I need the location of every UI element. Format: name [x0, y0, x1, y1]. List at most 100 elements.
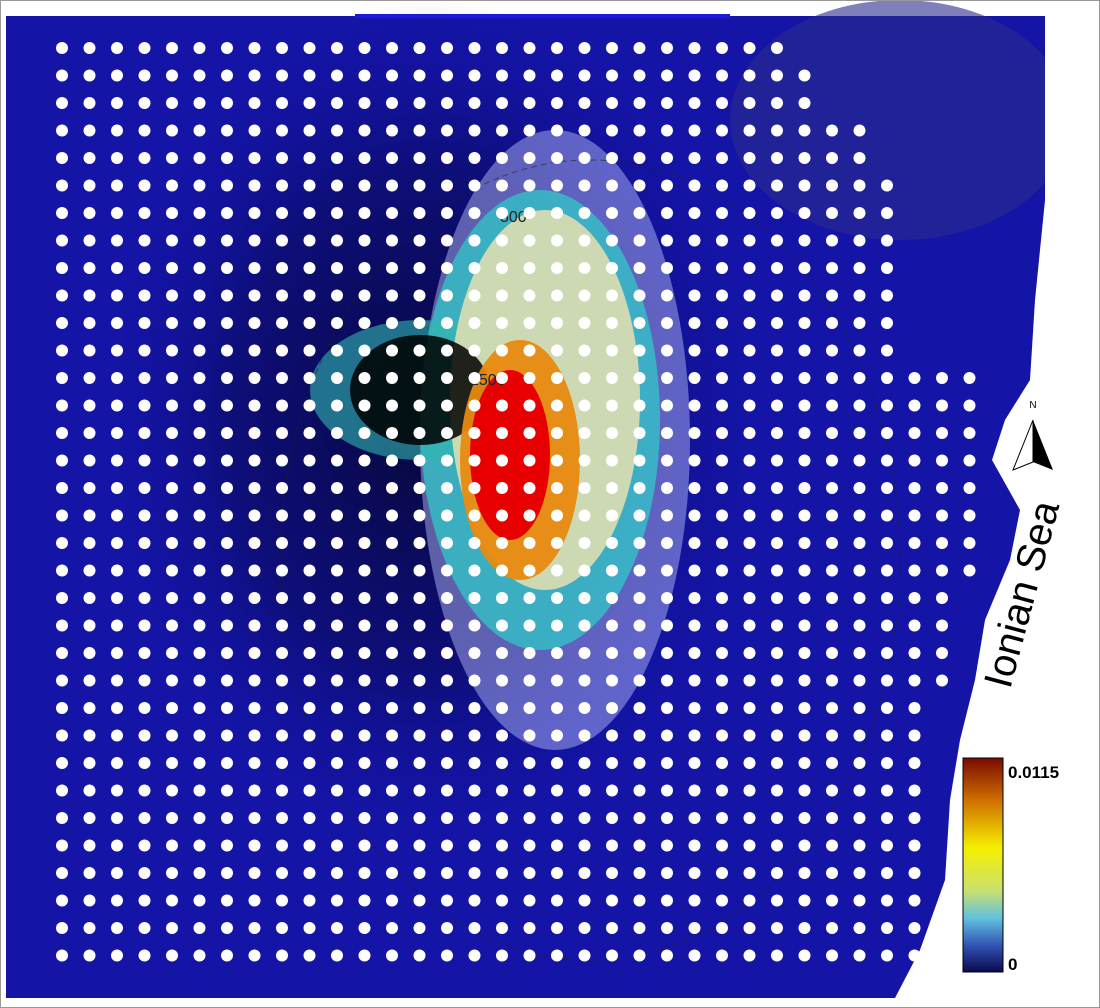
grid-dot [276, 839, 288, 852]
grid-dot [138, 509, 151, 522]
grid-dot [661, 152, 673, 164]
grid-dot [551, 839, 563, 852]
grid-dot [551, 592, 563, 604]
grid-dot [743, 509, 756, 522]
grid-dot [358, 509, 371, 522]
grid-dot [716, 317, 728, 329]
grid-dot [193, 97, 206, 109]
grid-dot [661, 867, 673, 879]
grid-dot [441, 317, 453, 329]
grid-dot [83, 702, 96, 714]
grid-dot [56, 42, 68, 54]
grid-dot [331, 922, 343, 934]
grid-dot [496, 289, 508, 302]
grid-dot [881, 482, 893, 494]
grid-dot [413, 619, 426, 632]
grid-dot [716, 289, 728, 302]
grid-dot [221, 674, 233, 687]
grid-dot [578, 124, 591, 137]
grid-dot [303, 647, 316, 659]
grid-dot [798, 647, 811, 659]
grid-dot [578, 317, 591, 329]
grid-dot [303, 399, 316, 412]
grid-dot [798, 949, 811, 962]
grid-dot [826, 619, 838, 632]
grid-dot [56, 344, 68, 357]
grid-dot [56, 839, 68, 852]
grid-dot [606, 784, 618, 797]
grid-dot [661, 289, 673, 302]
grid-dot [578, 949, 591, 962]
grid-dot [276, 344, 288, 357]
grid-dot [138, 949, 151, 962]
grid-dot [963, 399, 976, 412]
grid-dot [276, 399, 288, 412]
grid-dot [166, 757, 178, 769]
grid-dot [881, 839, 893, 852]
grid-dot [523, 152, 536, 164]
grid-dot [221, 839, 233, 852]
grid-dot [358, 372, 371, 384]
grid-dot [358, 234, 371, 247]
grid-dot [111, 592, 123, 604]
grid-dot [358, 537, 371, 549]
grid-dot [496, 509, 508, 522]
grid-dot [523, 344, 536, 357]
grid-dot [413, 729, 426, 742]
grid-dot [606, 564, 618, 577]
grid-dot [83, 372, 96, 384]
grid-dot [358, 619, 371, 632]
grid-dot [661, 482, 673, 494]
grid-dot [166, 647, 178, 659]
grid-dot [358, 592, 371, 604]
grid-dot [578, 894, 591, 907]
grid-dot [413, 592, 426, 604]
grid-dot [193, 454, 206, 467]
grid-dot [633, 69, 646, 82]
grid-dot [688, 317, 701, 329]
grid-dot [193, 702, 206, 714]
grid-dot [633, 647, 646, 659]
grid-dot [881, 372, 893, 384]
grid-dot [606, 427, 618, 439]
grid-dot [83, 537, 96, 549]
grid-dot [221, 454, 233, 467]
grid-dot [771, 702, 783, 714]
grid-dot [661, 509, 673, 522]
grid-dot [331, 454, 343, 467]
grid-dot [276, 124, 288, 137]
grid-dot [193, 234, 206, 247]
grid-dot [468, 152, 481, 164]
grid-dot [661, 729, 673, 742]
grid-dot [551, 647, 563, 659]
grid-dot [496, 179, 508, 192]
grid-dot [496, 674, 508, 687]
grid-dot [496, 839, 508, 852]
grid-dot [413, 207, 426, 219]
grid-dot [716, 647, 728, 659]
grid-dot [166, 619, 178, 632]
grid-dot [826, 757, 838, 769]
grid-dot [138, 152, 151, 164]
grid-dot [716, 69, 728, 82]
grid-dot [83, 867, 96, 879]
colorbar-max: 0.0115 [1008, 763, 1059, 782]
grid-dot [716, 537, 728, 549]
grid-dot [578, 234, 591, 247]
grid-dot [798, 399, 811, 412]
grid-dot [853, 839, 866, 852]
grid-dot [441, 757, 453, 769]
grid-dot [56, 702, 68, 714]
grid-dot [441, 564, 453, 577]
grid-dot [303, 69, 316, 82]
grid-dot [606, 702, 618, 714]
grid-dot [633, 454, 646, 467]
grid-dot [716, 262, 728, 274]
grid-dot [221, 317, 233, 329]
grid-dot [798, 592, 811, 604]
grid-dot [606, 42, 618, 54]
grid-dot [413, 262, 426, 274]
grid-dot [633, 949, 646, 962]
grid-dot [826, 234, 838, 247]
grid-dot [276, 179, 288, 192]
